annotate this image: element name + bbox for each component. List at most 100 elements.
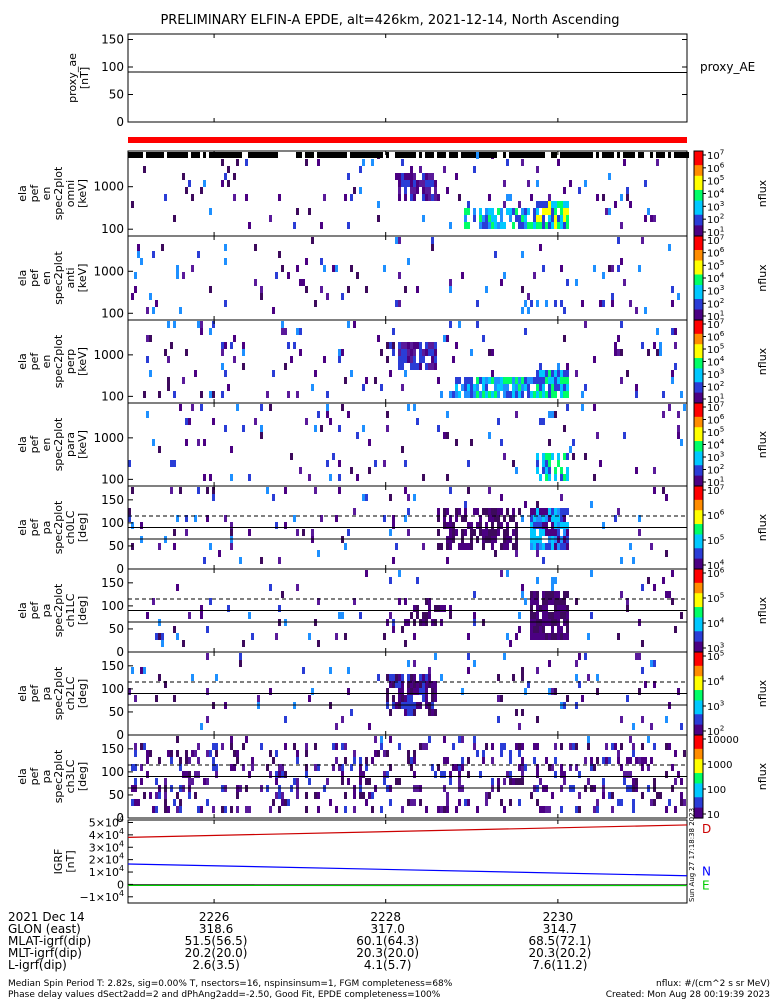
heatmap-cell — [518, 626, 521, 633]
heatmap-cell — [578, 771, 581, 778]
heatmap-cell — [521, 384, 524, 391]
heatmap-cell — [644, 215, 647, 222]
heatmap-cell — [257, 695, 260, 702]
heatmap-cell — [662, 577, 665, 584]
heatmap-cell — [401, 180, 404, 187]
heatmap-cell — [365, 494, 368, 501]
heatmap-cell — [677, 432, 680, 439]
heatmap-cell — [347, 321, 350, 328]
heatmap-cell — [206, 716, 209, 723]
colorbar-label: nflux — [756, 596, 769, 624]
heatmap-cell — [446, 799, 449, 806]
heatmap-cell — [140, 764, 143, 771]
heatmap-cell — [305, 806, 308, 813]
heatmap-cell — [209, 474, 212, 481]
heatmap-cell — [167, 750, 170, 757]
heatmap-cell — [428, 187, 431, 194]
colorbar-cell — [694, 738, 703, 743]
heatmap-cell — [500, 799, 503, 806]
heatmap-cell — [461, 515, 464, 522]
heatmap-cell — [623, 432, 626, 439]
heatmap-cell — [611, 293, 614, 300]
heatmap-cell — [425, 674, 428, 681]
colorbar-tick-label: 101 — [707, 475, 724, 490]
heatmap-cell — [575, 370, 578, 377]
heatmap-cell — [668, 404, 671, 411]
heatmap-cell — [659, 792, 662, 799]
heatmap-cell — [398, 173, 401, 180]
heatmap-cell — [611, 300, 614, 307]
heatmap-cell — [524, 328, 527, 335]
y-axis-label-line: en — [40, 355, 53, 369]
heatmap-cell — [242, 640, 245, 647]
timestamp-side-text: Sun Aug 27 17:18:38 2023 — [688, 808, 696, 902]
heatmap-cell — [173, 460, 176, 467]
heatmap-cell — [485, 222, 488, 229]
colorbar-cell — [694, 696, 703, 702]
heatmap-cell — [563, 778, 566, 785]
heatmap-cell — [539, 522, 542, 529]
heatmap-cell — [623, 771, 626, 778]
heatmap-cell — [146, 356, 149, 363]
heatmap-cell — [194, 792, 197, 799]
heatmap-cell — [401, 446, 404, 453]
heatmap-cell — [425, 173, 428, 180]
heatmap-cell — [200, 723, 203, 730]
heatmap-cell — [500, 215, 503, 222]
heatmap-cell — [560, 764, 563, 771]
heatmap-cell — [608, 173, 611, 180]
heatmap-cell — [488, 792, 491, 799]
colorbar-cell — [694, 479, 703, 484]
saturated-cell — [155, 152, 158, 158]
heatmap-cell — [173, 391, 176, 398]
heatmap-cell — [602, 272, 605, 279]
heatmap-cell — [512, 529, 515, 536]
heatmap-cell — [455, 377, 458, 384]
heatmap-cell — [488, 508, 491, 515]
heatmap-cell — [413, 750, 416, 757]
saturated-cell — [341, 152, 344, 158]
heatmap-cell — [446, 806, 449, 813]
heatmap-cell — [521, 584, 524, 591]
heatmap-cell — [476, 391, 479, 398]
heatmap-cell — [434, 653, 437, 660]
colorbar-cell — [694, 158, 703, 163]
saturated-cell — [512, 152, 515, 158]
y-axis-label-line: pef — [28, 184, 41, 203]
heatmap-cell — [509, 771, 512, 778]
heatmap-cell — [380, 806, 383, 813]
heatmap-cell — [278, 557, 281, 564]
heatmap-cell — [395, 543, 398, 550]
heatmap-cell — [620, 743, 623, 750]
heatmap-cell — [434, 605, 437, 612]
heatmap-cell — [407, 404, 410, 411]
heatmap-cell — [548, 194, 551, 201]
heatmap-cell — [413, 194, 416, 201]
heatmap-cell — [326, 778, 329, 785]
heatmap-cell — [443, 771, 446, 778]
heatmap-cell — [197, 757, 200, 764]
heatmap-cell — [473, 508, 476, 515]
heatmap-cell — [185, 187, 188, 194]
colorbar-cell — [694, 207, 703, 212]
heatmap-cell — [311, 384, 314, 391]
saturated-cell — [275, 152, 278, 158]
saturated-cell — [440, 152, 443, 158]
heatmap-cell — [566, 279, 569, 286]
heatmap-cell — [533, 377, 536, 384]
heatmap-cell — [398, 272, 401, 279]
heatmap-cell — [362, 384, 365, 391]
heatmap-cell — [557, 543, 560, 550]
heatmap-cell — [221, 743, 224, 750]
heatmap-cell — [551, 370, 554, 377]
heatmap-cell — [296, 778, 299, 785]
heatmap-cell — [140, 522, 143, 529]
heatmap-cell — [368, 439, 371, 446]
heatmap-cell — [389, 736, 392, 743]
heatmap-cell — [491, 508, 494, 515]
heatmap-cell — [497, 222, 500, 229]
heatmap-cell — [602, 194, 605, 201]
saturated-cell — [344, 152, 347, 158]
heatmap-cell — [548, 660, 551, 667]
colorbar-cell — [694, 548, 703, 553]
